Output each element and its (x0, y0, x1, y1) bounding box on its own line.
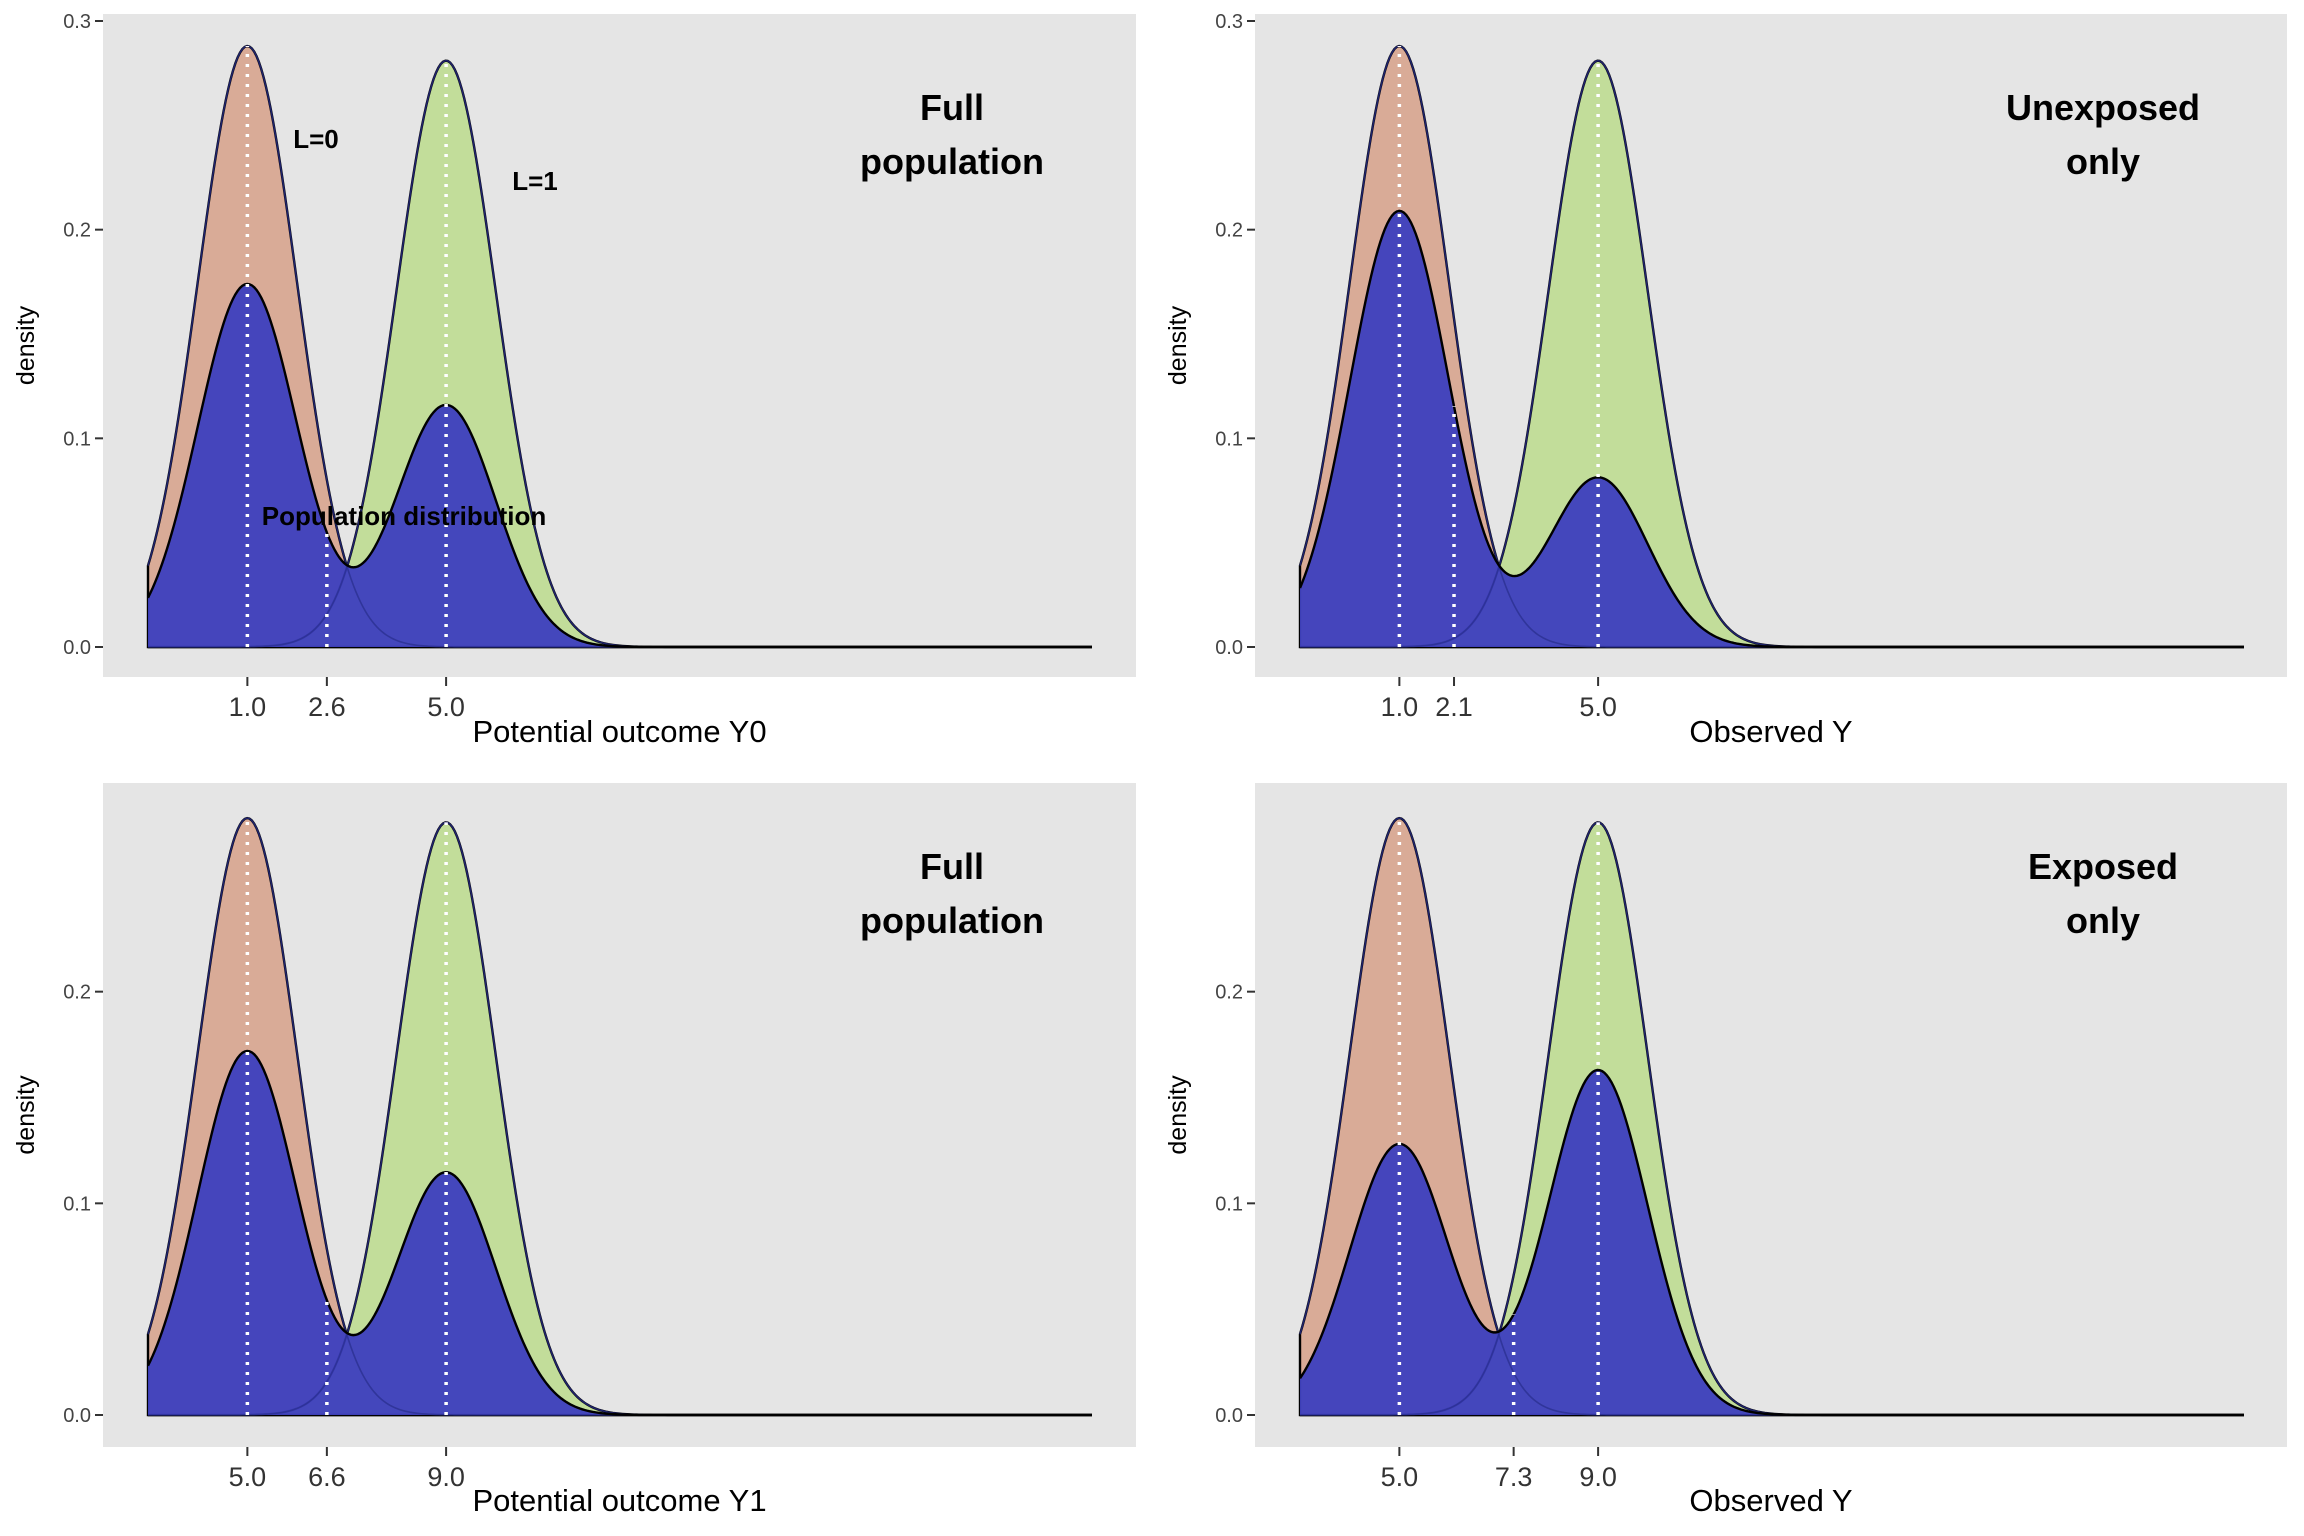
y-tick-label: 0.2 (63, 220, 91, 242)
x-tick-label: 2.6 (308, 692, 346, 722)
y-tick-label: 0.0 (63, 637, 91, 659)
x-axis-title: Potential outcome Y0 (472, 714, 766, 749)
mixture-label: Population distribution (262, 501, 547, 531)
panel-title-line-1: Exposed (2028, 846, 2178, 887)
panel-title-line-1: Full (920, 846, 984, 887)
panel-title-line-2: population (860, 900, 1044, 941)
y-tick-label: 0.3 (1215, 11, 1243, 33)
x-tick-label: 1.0 (1381, 692, 1419, 722)
panel-title-line-2: only (2066, 900, 2140, 941)
y-axis-title: density (12, 305, 40, 385)
x-tick-label: 2.1 (1435, 692, 1473, 722)
y-axis-title: density (1164, 305, 1192, 385)
group-label-1: L=1 (512, 166, 558, 196)
density-outline-population (1298, 1068, 2244, 1417)
group-label-0: L=0 (293, 124, 339, 154)
panel-title-line-1: Full (920, 87, 984, 128)
density-outline-population (1298, 209, 2244, 649)
y-tick-label: 0.1 (63, 1193, 91, 1215)
y-axis-title: density (12, 1075, 40, 1155)
density-area-population (148, 1050, 1092, 1415)
panel-title-line-1: Unexposed (2006, 87, 2200, 128)
x-tick-label: 5.0 (427, 692, 465, 722)
panel-title-line-2: only (2066, 141, 2140, 182)
x-axis-title: Observed Y (1689, 714, 1852, 749)
density-area-population (1300, 210, 2244, 647)
x-tick-label: 6.6 (308, 1462, 346, 1492)
y-tick-label: 0.0 (1215, 637, 1243, 659)
x-tick-label: 5.0 (1579, 692, 1617, 722)
y-axis-title: density (1164, 1075, 1192, 1155)
y-tick-label: 0.1 (1215, 1193, 1243, 1215)
x-tick-label: 5.0 (1381, 1462, 1419, 1492)
y-tick-label: 0.0 (63, 1405, 91, 1427)
x-tick-label: 9.0 (1579, 1462, 1617, 1492)
y-tick-label: 0.1 (63, 428, 91, 450)
density-area-population (148, 283, 1092, 647)
density-area-population (1300, 1070, 2244, 1415)
density-outline-population (146, 1049, 1092, 1417)
panel-title-line-2: population (860, 141, 1044, 182)
y-tick-label: 0.2 (1215, 982, 1243, 1004)
y-tick-label: 0.2 (1215, 220, 1243, 242)
y-tick-label: 0.2 (63, 982, 91, 1004)
y-tick-label: 0.1 (1215, 428, 1243, 450)
y-tick-label: 0.0 (1215, 1405, 1243, 1427)
x-axis-title: Observed Y (1689, 1483, 1852, 1518)
x-tick-label: 5.0 (229, 1462, 267, 1492)
y-tick-label: 0.3 (63, 11, 91, 33)
chart-panel-2: 0.0 0.1 0.2 0.3 1.0 2.1 5.0 Observed Y density Un… (1164, 11, 2287, 749)
x-axis-title: Potential outcome Y1 (472, 1483, 766, 1518)
x-tick-label: 7.3 (1495, 1462, 1533, 1492)
x-tick-label: 1.0 (229, 692, 267, 722)
chart-panel-4: 0.0 0.1 0.2 5.0 7.3 9.0 Observed Y density Expos… (1164, 783, 2287, 1518)
density-outline-population (146, 282, 1092, 649)
x-tick-label: 9.0 (427, 1462, 465, 1492)
